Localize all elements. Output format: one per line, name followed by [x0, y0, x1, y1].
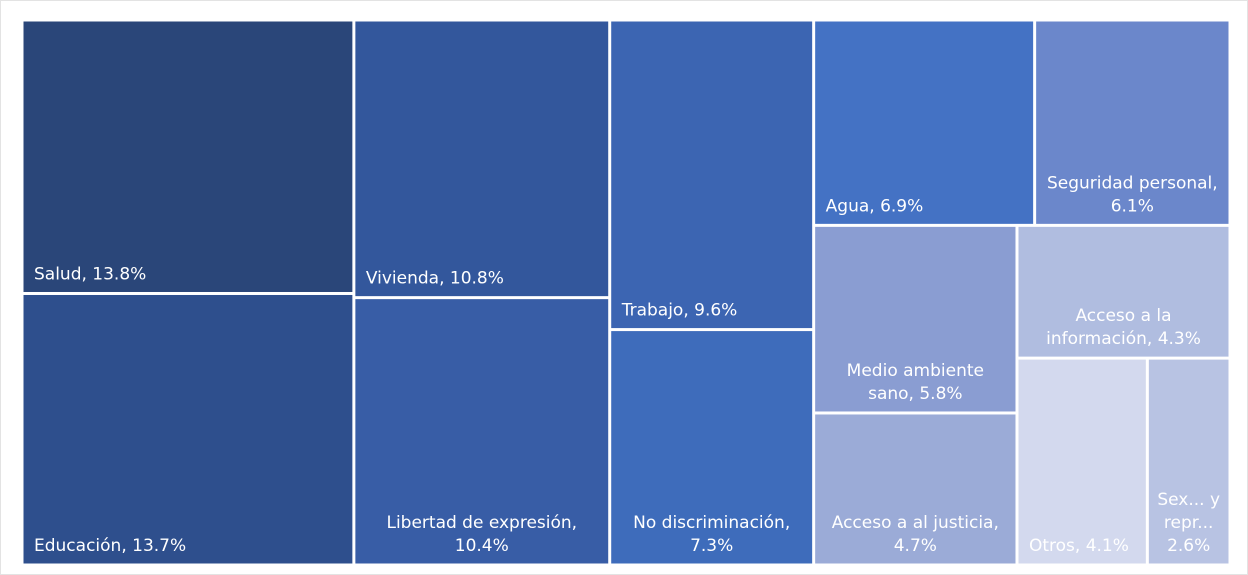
label-line: No discriminación, [633, 513, 790, 533]
label-line: 6.1% [1111, 196, 1154, 216]
label-line: Acceso a la [1075, 306, 1171, 326]
label-line: repr... [1164, 513, 1214, 533]
label-line: Sex... y [1157, 490, 1220, 510]
tile-label: Salud, 13.8% [34, 264, 146, 284]
label-line: información, 4.3% [1046, 329, 1201, 349]
tile [815, 414, 1016, 564]
label-line: Medio ambiente [847, 361, 984, 381]
label-line: Acceso a al justicia, [832, 513, 999, 533]
tile-label: Vivienda, 10.8% [366, 269, 504, 289]
tile [611, 331, 813, 564]
label-line: Agua, 6.9% [826, 196, 924, 216]
tile-label: Agua, 6.9% [826, 196, 924, 216]
label-line: 4.7% [894, 536, 937, 556]
tile-label: Sex... y repr... 2.6% [1157, 490, 1220, 556]
tile-label: Trabajo, 9.6% [621, 301, 738, 321]
label-line: Otros, 4.1% [1029, 536, 1129, 556]
tile-label: Seguridad personal, 6.1% [1047, 173, 1218, 216]
tile-label: Medio ambiente sano, 5.8% [847, 361, 984, 404]
label-line: Seguridad personal, [1047, 173, 1218, 193]
tile-label: Libertad de expresión, 10.4% [386, 513, 577, 556]
tile-label: No discriminación, 7.3% [633, 513, 790, 556]
label-line: Libertad de expresión, [386, 513, 577, 533]
tile [23, 294, 353, 564]
tile [23, 21, 353, 292]
tile [815, 226, 1016, 412]
label-line: Trabajo, 9.6% [621, 301, 738, 321]
label-line: 10.4% [455, 536, 509, 556]
tile [1148, 359, 1229, 564]
tile [355, 299, 609, 564]
tile-label: Acceso a al justicia, 4.7% [832, 513, 999, 556]
tile [1036, 21, 1229, 224]
label-line: sano, 5.8% [868, 384, 962, 404]
tile [611, 21, 813, 329]
tile-label: Educación, 13.7% [34, 536, 186, 556]
tile [355, 21, 609, 297]
tile-label: Acceso a la información, 4.3% [1046, 306, 1201, 349]
tile [1018, 359, 1146, 564]
label-line: Educación, 13.7% [34, 536, 186, 556]
label-line: 7.3% [690, 536, 733, 556]
tile-label: Otros, 4.1% [1029, 536, 1129, 556]
label-line: Vivienda, 10.8% [366, 269, 504, 289]
label-line: Salud, 13.8% [34, 264, 146, 284]
label-line: 2.6% [1167, 536, 1210, 556]
tile [815, 21, 1034, 224]
tile [1018, 226, 1229, 357]
